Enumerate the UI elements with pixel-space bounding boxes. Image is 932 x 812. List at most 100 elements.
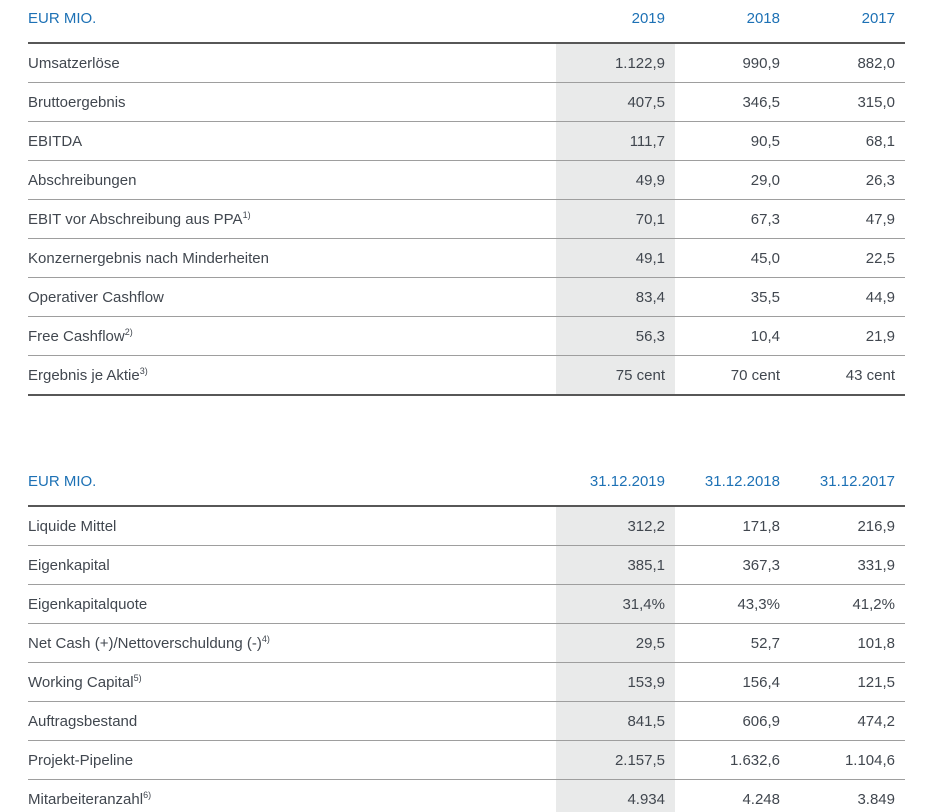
row-value: 67,3 — [750, 210, 780, 228]
table-row: Auftragsbestand 841,5 606,9 474,2 — [28, 701, 905, 741]
row-value: 156,4 — [742, 673, 780, 691]
row-value: 21,9 — [865, 327, 895, 345]
row-value: 47,9 — [865, 210, 895, 228]
row-value: 4.934 — [556, 779, 675, 812]
row-value: 29,0 — [750, 171, 780, 189]
row-label: Free Cashflow2) — [28, 326, 133, 345]
row-label: Working Capital5) — [28, 672, 142, 691]
column-header-31-12-2017: 31.12.2017 — [819, 473, 895, 490]
table-row: EBITDA 111,7 90,5 68,1 — [28, 121, 905, 161]
row-value: 216,9 — [857, 517, 895, 535]
row-value: 882,0 — [857, 54, 895, 72]
row-value: 52,7 — [750, 634, 780, 652]
row-label: Eigenkapital — [28, 556, 110, 574]
footnote-marker: 5) — [133, 672, 142, 683]
table-title: EUR MIO. — [28, 10, 97, 27]
table-row: Working Capital5) 153,9 156,4 121,5 — [28, 662, 905, 702]
row-value: 35,5 — [750, 288, 780, 306]
table-row: Eigenkapitalquote 31,4% 43,3% 41,2% — [28, 584, 905, 624]
column-header-2019: 2019 — [631, 10, 665, 27]
row-label: Net Cash (+)/Nettoverschuldung (-)4) — [28, 633, 270, 652]
column-header-31-12-2019: 31.12.2019 — [589, 473, 665, 490]
row-label: Operativer Cashflow — [28, 288, 164, 306]
row-value: 346,5 — [742, 93, 780, 111]
table-row: Net Cash (+)/Nettoverschuldung (-)4) 29,5… — [28, 623, 905, 663]
row-value: 606,9 — [742, 712, 780, 730]
row-value: 90,5 — [750, 132, 780, 150]
column-header-2017: 2017 — [861, 10, 895, 27]
row-label: EBITDA — [28, 132, 83, 150]
row-label: Konzernergebnis nach Minderheiten — [28, 249, 269, 267]
row-label: Ergebnis je Aktie3) — [28, 365, 148, 384]
row-value: 70 cent — [730, 366, 780, 384]
row-value: 171,8 — [742, 517, 780, 535]
table-row: Eigenkapital 385,1 367,3 331,9 — [28, 545, 905, 585]
row-value: 70,1 — [556, 199, 675, 239]
table-row: EBIT vor Abschreibung aus PPA1) 70,1 67,3 4… — [28, 199, 905, 239]
footnote-marker: 1) — [242, 209, 251, 220]
row-value: 45,0 — [750, 249, 780, 267]
row-value: 29,5 — [556, 623, 675, 663]
row-label: Bruttoergebnis — [28, 93, 126, 111]
column-header-2018: 2018 — [746, 10, 780, 27]
header-row: EUR MIO. 31.12.2019 31.12.2018 31.12.201… — [28, 473, 905, 506]
row-label: Projekt-Pipeline — [28, 751, 134, 769]
row-value: 367,3 — [742, 556, 780, 574]
row-value: 331,9 — [857, 556, 895, 574]
row-value: 153,9 — [556, 662, 675, 702]
table-row: Umsatzerlöse 1.122,9 990,9 882,0 — [28, 43, 905, 83]
table-row: Projekt-Pipeline 2.157,5 1.632,6 1.104,6 — [28, 740, 905, 780]
row-value: 1.104,6 — [844, 751, 895, 769]
row-value: 385,1 — [556, 545, 675, 585]
row-value: 43 cent — [845, 366, 895, 384]
row-value: 43,3% — [737, 595, 780, 613]
row-value: 315,0 — [857, 93, 895, 111]
row-label: Mitarbeiteranzahl6) — [28, 789, 152, 808]
row-value: 10,4 — [750, 327, 780, 345]
row-value: 312,2 — [556, 506, 675, 546]
table-body: Umsatzerlöse 1.122,9 990,9 882,0 Bruttoergeb… — [28, 43, 905, 395]
row-value: 68,1 — [865, 132, 895, 150]
row-label: Umsatzerlöse — [28, 54, 120, 72]
table-row: Konzernergebnis nach Minderheiten 49,1 45,… — [28, 238, 905, 278]
income-statement-kpi-table: EUR MIO. 2019 2018 2017 Umsatzerlöse 1.12… — [28, 10, 905, 396]
balance-sheet-kpi-table: EUR MIO. 31.12.2019 31.12.2018 31.12.201… — [28, 473, 905, 812]
row-label: Abschreibungen — [28, 171, 137, 189]
row-label: Liquide Mittel — [28, 517, 117, 535]
row-label: EBIT vor Abschreibung aus PPA1) — [28, 209, 251, 228]
row-value: 407,5 — [556, 82, 675, 122]
row-value: 2.157,5 — [556, 740, 675, 780]
row-value: 75 cent — [556, 355, 675, 395]
row-value: 3.849 — [857, 790, 895, 808]
row-value: 111,7 — [556, 121, 675, 161]
table-body: Liquide Mittel 312,2 171,8 216,9 Eigenkapita… — [28, 506, 905, 812]
row-value: 44,9 — [865, 288, 895, 306]
row-value: 4.248 — [742, 790, 780, 808]
row-label: Auftragsbestand — [28, 712, 138, 730]
row-value: 83,4 — [556, 277, 675, 317]
footnote-marker: 2) — [124, 326, 133, 337]
row-value: 1.632,6 — [729, 751, 780, 769]
table-title: EUR MIO. — [28, 473, 97, 490]
footnote-marker: 6) — [143, 789, 152, 800]
row-value: 121,5 — [857, 673, 895, 691]
row-value: 841,5 — [556, 701, 675, 741]
row-value: 22,5 — [865, 249, 895, 267]
table-row: Mitarbeiteranzahl6) 4.934 4.248 3.849 — [28, 779, 905, 812]
table-row: Liquide Mittel 312,2 171,8 216,9 — [28, 506, 905, 546]
row-value: 1.122,9 — [556, 43, 675, 83]
row-value: 49,1 — [556, 238, 675, 278]
footnote-marker: 4) — [261, 633, 270, 644]
table-row: Bruttoergebnis 407,5 346,5 315,0 — [28, 82, 905, 122]
row-value: 990,9 — [742, 54, 780, 72]
row-value: 31,4% — [556, 584, 675, 624]
row-label: Eigenkapitalquote — [28, 595, 148, 613]
table-row: Free Cashflow2) 56,3 10,4 21,9 — [28, 316, 905, 356]
row-value: 101,8 — [857, 634, 895, 652]
table-row: Abschreibungen 49,9 29,0 26,3 — [28, 160, 905, 200]
table-row: Operativer Cashflow 83,4 35,5 44,9 — [28, 277, 905, 317]
row-value: 56,3 — [556, 316, 675, 356]
header-row: EUR MIO. 2019 2018 2017 — [28, 10, 905, 43]
row-value: 41,2% — [852, 595, 895, 613]
